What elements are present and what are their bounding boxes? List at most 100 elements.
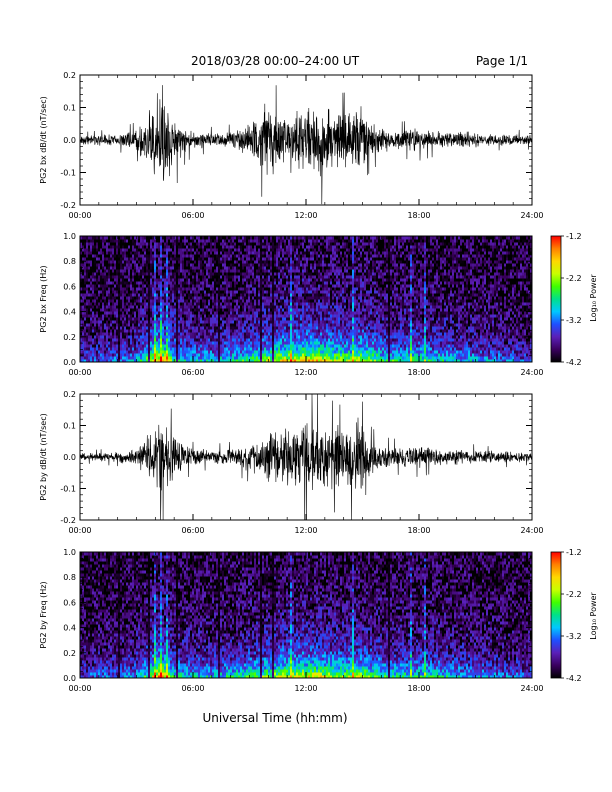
spectrogram-cell [284,254,286,257]
spectrogram-cell [142,245,144,248]
spectrogram-cell [196,287,198,290]
spectrogram-cell [182,251,184,254]
spectrogram-cell [246,239,248,242]
spectrogram-cell [192,323,194,326]
spectrogram-cell [94,350,96,353]
spectrogram-cell [150,293,152,296]
spectrogram-cell [110,251,112,254]
spectrogram-cell [202,254,204,257]
spectrogram-cell [122,281,124,284]
spectrogram-cell [204,239,206,242]
spectrogram-cell [102,263,104,266]
spectrogram-cell [114,356,116,359]
spectrogram-cell [278,275,280,278]
spectrogram-cell [128,269,130,272]
spectrogram-cell [296,305,298,308]
spectrogram-cell [240,353,242,356]
spectrogram-cell [194,275,196,278]
spectrogram-cell [154,356,156,359]
spectrogram-cell [286,248,288,251]
spectrogram-cell [210,287,212,290]
spectrogram-cell [110,260,112,263]
spectrogram-cell [126,278,128,281]
spectrogram-cell [234,356,236,359]
spectrogram-cell [274,281,276,284]
spectrogram-cell [252,350,254,353]
spectrogram-cell [198,257,200,260]
spectrogram-cell [212,245,214,248]
spectrogram-cell [298,272,300,275]
spectrogram-cell [118,353,120,356]
spectrogram-cell [292,311,294,314]
spectrogram-cell [88,245,90,248]
spectrogram-cell [238,335,240,338]
spectrogram-cell [210,338,212,341]
spectrogram-cell [124,275,126,278]
spectrogram-cell [192,296,194,299]
spectrogram-cell [188,281,190,284]
x-tick-label: 06:00 [181,211,204,220]
spectrogram-cell [228,329,230,332]
spectrogram-cell [262,260,264,263]
spectrogram-cell [192,245,194,248]
spectrogram-cell [272,308,274,311]
spectrogram-cell [274,245,276,248]
spectrogram-cell [288,320,290,323]
spectrogram-cell [140,242,142,245]
spectrogram-cell [146,326,148,329]
spectrogram-cell [166,254,168,257]
spectrogram-cell [146,284,148,287]
spectrogram-cell [92,263,94,266]
spectrogram-cell [164,290,166,293]
spectrogram-cell [302,284,304,287]
spectrogram-cell [150,350,152,353]
spectrogram-cell [222,305,224,308]
spectrogram-cell [156,296,158,299]
spectrogram-cell [284,302,286,305]
spectrogram-cell [176,245,178,248]
spectrogram-cell [254,254,256,257]
spectrogram-cell [120,278,122,281]
spectrogram-cell [204,251,206,254]
spectrogram-cell [226,281,228,284]
spectrogram-cell [174,275,176,278]
spectrogram-cell [104,344,106,347]
spectrogram-cell [114,275,116,278]
spectrogram-cell [136,290,138,293]
spectrogram-cell [294,287,296,290]
spectrogram-cell [82,338,84,341]
spectrogram-cell [286,347,288,350]
spectrogram-cell [164,311,166,314]
spectrogram-cell [182,302,184,305]
spectrogram-cell [142,338,144,341]
spectrogram-cell [292,275,294,278]
spectrogram-cell [86,245,88,248]
spectrogram-cell [168,323,170,326]
spectrogram-cell [150,299,152,302]
spectrogram-cell [186,257,188,260]
spectrogram-cell [190,290,192,293]
spectrogram-cell [88,311,90,314]
spectrogram-cell [296,263,298,266]
spectrogram-cell [168,293,170,296]
spectrogram-cell [292,353,294,356]
spectrogram-cell [246,251,248,254]
spectrogram-cell [216,287,218,290]
spectrogram-cell [202,272,204,275]
spectrogram-cell [174,272,176,275]
spectrogram-cell [206,302,208,305]
spectrogram-cell [136,257,138,260]
spectrogram-cell [130,290,132,293]
spectrogram-cell [256,257,258,260]
spectrogram-cell [276,257,278,260]
spectrogram-cell [282,335,284,338]
spectrogram-cell [92,323,94,326]
spectrogram-cell [112,302,114,305]
spectrogram-cell [228,353,230,356]
spectrogram-cell [108,251,110,254]
spectrogram-cell [116,242,118,245]
spectrogram-cell [290,341,292,344]
spectrogram-cell [292,251,294,254]
spectrogram-cell [188,311,190,314]
spectrogram-cell [214,338,216,341]
